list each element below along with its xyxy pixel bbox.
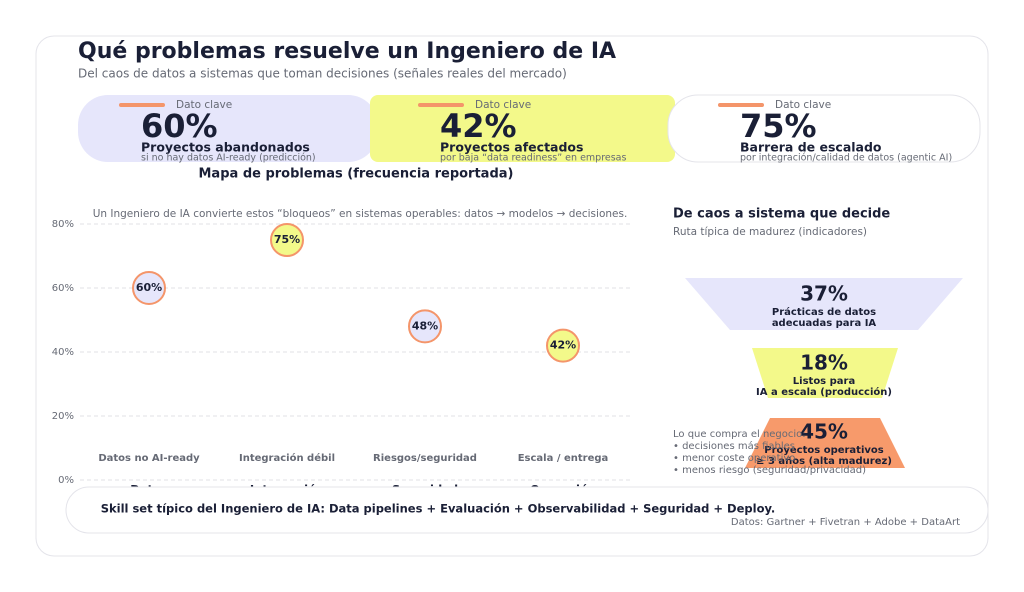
y-tick-label: 80% <box>52 219 74 230</box>
bubble <box>408 309 442 344</box>
note: Lo que compra el negocio: <box>673 429 806 440</box>
title: Qué problemas resuelve un Ingeniero de I… <box>78 39 616 64</box>
kpi-label: Barrera de escalado <box>740 140 882 155</box>
y-tick-label: 40% <box>52 347 74 358</box>
x-tick-label: Escala / entrega <box>518 453 609 464</box>
footer-box <box>65 486 989 534</box>
note: • decisiones más fiables <box>673 440 795 452</box>
kpi-kicker: Dato clave <box>176 99 232 111</box>
kpi-card <box>78 95 378 162</box>
footer-text: Skill set típico del Ingeniero de IA: Da… <box>101 502 776 516</box>
stage-label: Prácticas de datos <box>772 306 876 318</box>
value-label: 60% <box>136 281 162 294</box>
note: • menor coste operativo <box>673 453 795 464</box>
stage-label: adecuadas para IA <box>772 318 877 329</box>
kpi-accent <box>418 103 464 107</box>
kpi-note: si no hay datos AI-ready (predicción) <box>141 153 316 164</box>
stage-value: 18% <box>800 351 848 375</box>
stage-label: ≥ 3 años (alta madurez) <box>756 456 892 467</box>
funnel-stage <box>685 278 963 330</box>
kpi-accent <box>718 103 764 107</box>
kpi-label: Proyectos abandonados <box>141 140 310 155</box>
x-tick-label: Riesgos/seguridad <box>373 453 477 464</box>
bubble <box>270 223 304 257</box>
stage-value: 37% <box>800 282 848 306</box>
kpi-note: por baja “data readiness” en empresas <box>440 153 627 164</box>
chart-title: Mapa de problemas (frecuencia reportada) <box>199 167 514 182</box>
bubble <box>132 271 166 305</box>
panel <box>35 35 989 557</box>
source: Datos: Gartner + Fivetran + Adobe + Data… <box>731 517 960 528</box>
x-tick-label: Integración débil <box>239 452 335 464</box>
kpi-accent <box>119 103 165 107</box>
funnel-title: De caos a sistema que decide <box>673 207 890 222</box>
kpi-note: por integración/calidad de datos (agenti… <box>740 153 952 164</box>
value-label: 48% <box>412 319 438 332</box>
kpi-value: 60% <box>141 107 218 145</box>
y-tick-label: 60% <box>52 283 74 294</box>
kpi-value: 75% <box>740 107 817 145</box>
stage-value: 45% <box>800 420 848 444</box>
bubble <box>546 328 580 363</box>
stage-label: Proyectos operativos <box>764 445 884 456</box>
y-tick-label: 20% <box>52 411 74 422</box>
value-label: 75% <box>274 233 300 246</box>
x-tick-label: Datos no AI-ready <box>98 453 200 464</box>
kpi-value: 42% <box>440 107 517 145</box>
kpi-kicker: Dato clave <box>775 99 831 111</box>
annotation: Un Ingeniero de IA convierte estos “bloq… <box>93 208 628 220</box>
stage-label: IA a escala (producción) <box>756 386 892 398</box>
kpi-card <box>667 94 981 163</box>
kpi-card <box>370 95 675 162</box>
stage-label: Listos para <box>793 376 855 387</box>
y-tick-label: 0% <box>58 475 74 486</box>
funnel-subtitle: Ruta típica de madurez (indicadores) <box>673 226 867 238</box>
kpi-kicker: Dato clave <box>475 99 531 111</box>
kpi-label: Proyectos afectados <box>440 140 583 155</box>
funnel-stage <box>745 418 905 468</box>
funnel-stage <box>752 348 898 398</box>
value-label: 42% <box>550 339 576 352</box>
subtitle: Del caos de datos a sistemas que toman d… <box>78 67 567 81</box>
note: • menos riesgo (seguridad/privacidad) <box>673 465 866 476</box>
